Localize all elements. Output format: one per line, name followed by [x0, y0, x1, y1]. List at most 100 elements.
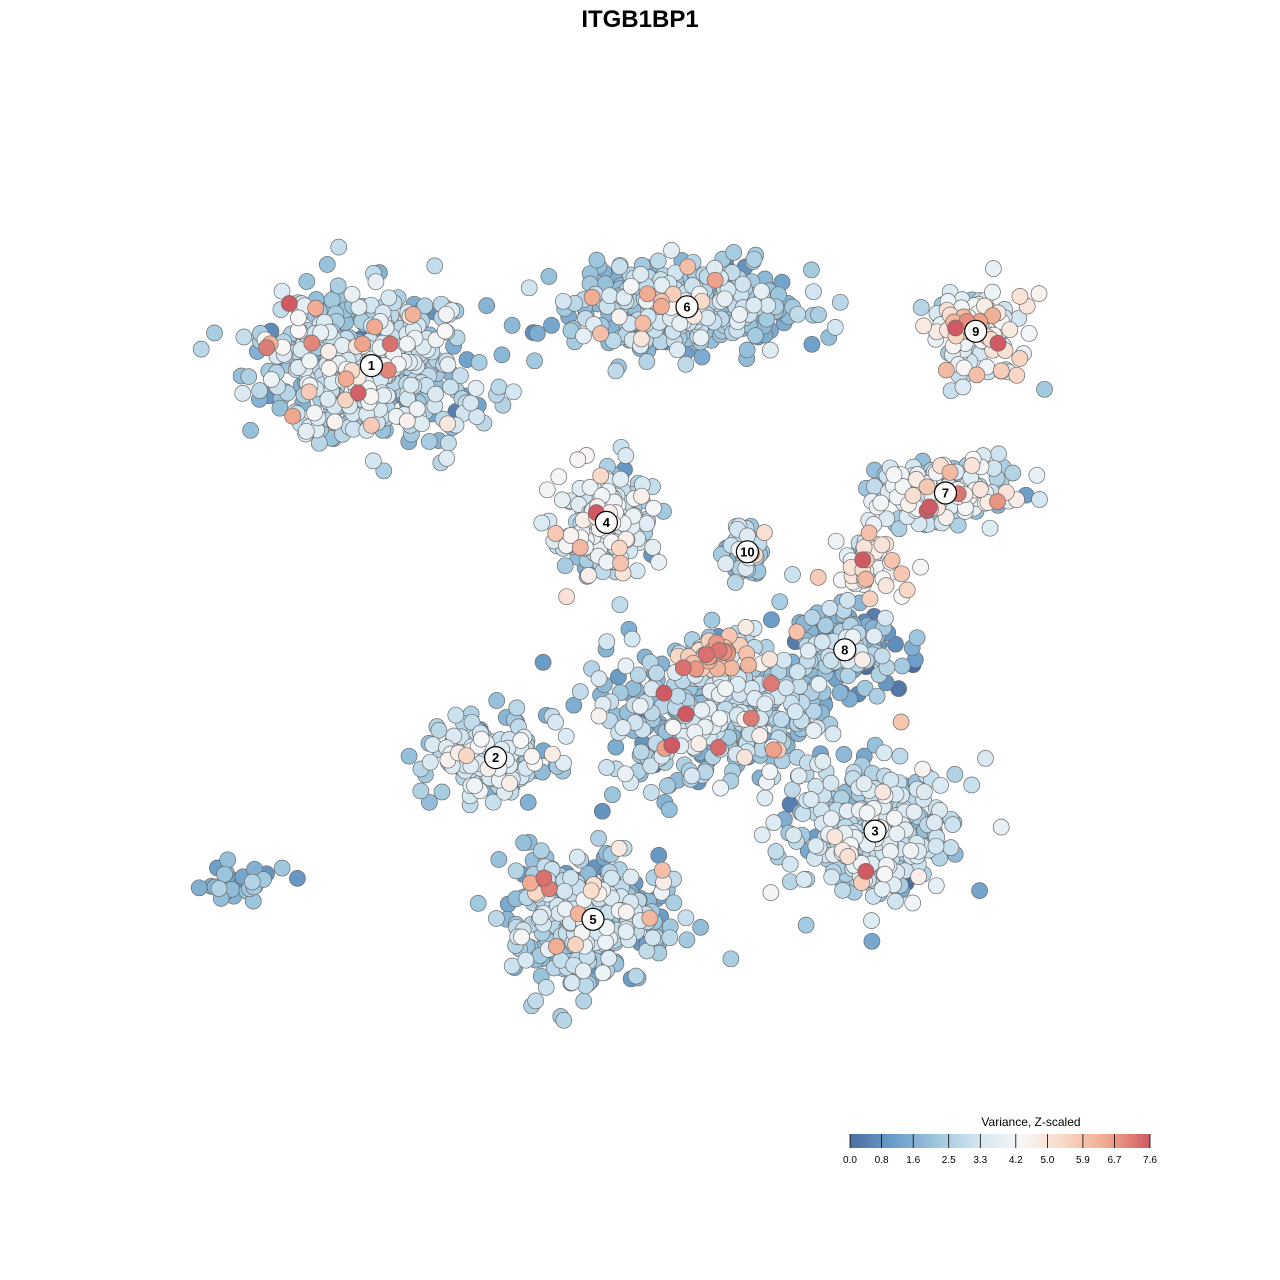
data-point — [887, 635, 904, 653]
data-point — [827, 532, 845, 550]
data-point — [484, 793, 502, 811]
data-point — [590, 707, 608, 725]
data-point — [703, 611, 721, 629]
data-point — [767, 843, 785, 860]
legend-ticks: 0.0 0.8 1.6 2.5 3.3 4.2 5.0 5.9 6.7 7.6 — [843, 1134, 1157, 1166]
data-point — [855, 775, 873, 793]
data-point — [1020, 324, 1038, 342]
data-point — [537, 979, 555, 996]
data-point — [873, 536, 891, 554]
data-point — [868, 687, 886, 705]
data-point — [706, 271, 724, 289]
data-point — [927, 877, 945, 895]
data-point — [404, 306, 422, 323]
data-point — [786, 703, 804, 721]
data-point — [926, 814, 943, 832]
data-point — [765, 741, 782, 759]
data-point — [412, 782, 430, 800]
data-point — [1008, 366, 1026, 384]
data-point — [908, 629, 926, 647]
data-point — [683, 767, 701, 785]
data-point — [992, 362, 1010, 380]
data-point — [1036, 380, 1053, 398]
data-point — [984, 283, 1001, 301]
data-point — [297, 422, 315, 440]
data-point — [612, 554, 629, 572]
data-point — [886, 809, 903, 827]
data-point — [826, 319, 844, 336]
data-point — [319, 390, 337, 408]
legend-tick-label: 3.3 — [973, 1155, 987, 1166]
data-point — [592, 325, 609, 342]
data-point — [290, 309, 307, 327]
data-point — [751, 727, 769, 744]
data-point — [761, 341, 779, 359]
data-point — [854, 651, 871, 669]
data-point — [633, 330, 650, 348]
data-point — [258, 339, 276, 357]
data-point — [772, 711, 790, 728]
data-point — [954, 378, 972, 396]
data-point — [639, 285, 656, 303]
data-point — [1004, 464, 1022, 482]
data-point — [622, 868, 640, 886]
data-point — [611, 539, 628, 557]
data-point — [690, 735, 708, 753]
cluster-label-text: 2 — [492, 750, 499, 765]
data-point — [593, 802, 611, 820]
data-point — [775, 651, 793, 669]
data-point — [289, 870, 306, 887]
data-point — [594, 964, 612, 982]
data-point — [669, 341, 686, 359]
cluster-label-badge — [863, 819, 887, 843]
data-point — [717, 555, 735, 573]
data-point — [644, 538, 662, 556]
data-point — [421, 793, 438, 811]
data-point — [645, 499, 662, 517]
data-point — [795, 871, 813, 888]
data-point — [363, 416, 380, 434]
data-point — [427, 385, 444, 403]
data-point — [350, 298, 368, 316]
data-point — [727, 574, 744, 591]
data-point — [981, 519, 999, 537]
data-point — [883, 551, 901, 569]
cluster-label: 1 — [359, 354, 383, 378]
data-point — [854, 551, 872, 569]
cluster-label-text: 6 — [683, 299, 690, 314]
data-point — [557, 727, 575, 745]
data-point — [320, 343, 337, 360]
data-point — [505, 383, 522, 401]
legend-tick-label: 0.8 — [875, 1155, 889, 1166]
data-point — [611, 258, 628, 276]
data-point — [517, 951, 535, 969]
data-point — [548, 938, 565, 955]
cluster-label: 2 — [484, 745, 508, 770]
data-point — [788, 623, 806, 641]
data-point — [601, 287, 618, 305]
data-point — [810, 306, 827, 324]
data-point — [610, 308, 628, 326]
data-point — [320, 360, 338, 377]
data-point — [210, 880, 228, 897]
data-point — [523, 748, 541, 765]
data-point — [329, 277, 347, 295]
data-point — [765, 814, 783, 831]
data-point — [762, 884, 780, 901]
data-point — [659, 777, 676, 795]
data-point — [535, 869, 553, 887]
data-point — [1011, 350, 1029, 367]
data-point — [963, 776, 981, 794]
cluster-label: 8 — [833, 638, 857, 662]
data-point — [515, 834, 532, 852]
cluster-label: 9 — [964, 319, 988, 343]
data-point — [555, 754, 572, 772]
data-point — [932, 776, 949, 794]
data-point — [644, 929, 662, 947]
legend-tick-label: 2.5 — [942, 1155, 956, 1166]
data-point — [877, 609, 894, 627]
data-point — [568, 848, 586, 866]
data-point — [633, 487, 650, 505]
data-point — [469, 895, 487, 912]
data-point — [300, 383, 318, 401]
